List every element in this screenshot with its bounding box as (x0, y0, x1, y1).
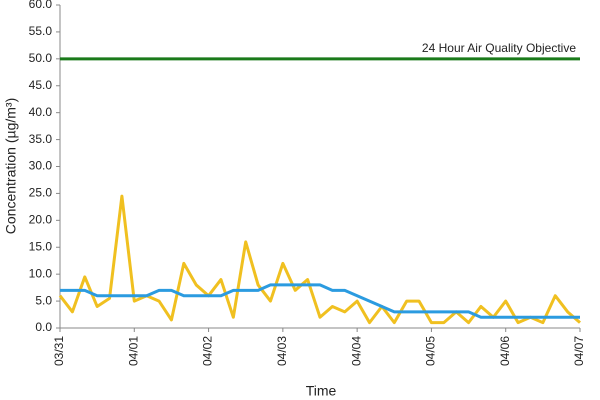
x-tick-label: 04/02 (201, 336, 215, 366)
y-axis-label: Concentration (µg/m³) (3, 98, 19, 234)
y-tick-label: 10.0 (29, 266, 53, 280)
x-tick-label: 04/07 (572, 336, 586, 366)
x-tick-label: 04/04 (349, 336, 363, 366)
y-tick-label: 30.0 (29, 159, 53, 173)
y-tick-label: 15.0 (29, 239, 53, 253)
y-tick-label: 20.0 (29, 213, 53, 227)
y-tick-label: 45.0 (29, 78, 53, 92)
y-tick-label: 25.0 (29, 186, 53, 200)
y-tick-label: 5.0 (35, 293, 52, 307)
y-tick-label: 35.0 (29, 132, 53, 146)
y-tick-label: 0.0 (35, 320, 52, 334)
annotation: 24 Hour Air Quality Objective (422, 41, 576, 55)
x-tick-label: 03/31 (52, 336, 66, 366)
data-line (60, 283, 580, 319)
x-tick-label: 04/06 (498, 336, 512, 366)
x-tick-label: 04/03 (275, 336, 289, 366)
y-tick-label: 40.0 (29, 105, 53, 119)
y-tick-label: 60.0 (29, 0, 53, 11)
data-line (58, 194, 581, 325)
x-axis-label: Time (306, 383, 337, 399)
y-tick-label: 50.0 (29, 51, 53, 65)
x-tick-label: 04/01 (126, 336, 140, 366)
x-tick-label: 04/05 (424, 336, 438, 366)
y-tick-label: 55.0 (29, 24, 53, 38)
